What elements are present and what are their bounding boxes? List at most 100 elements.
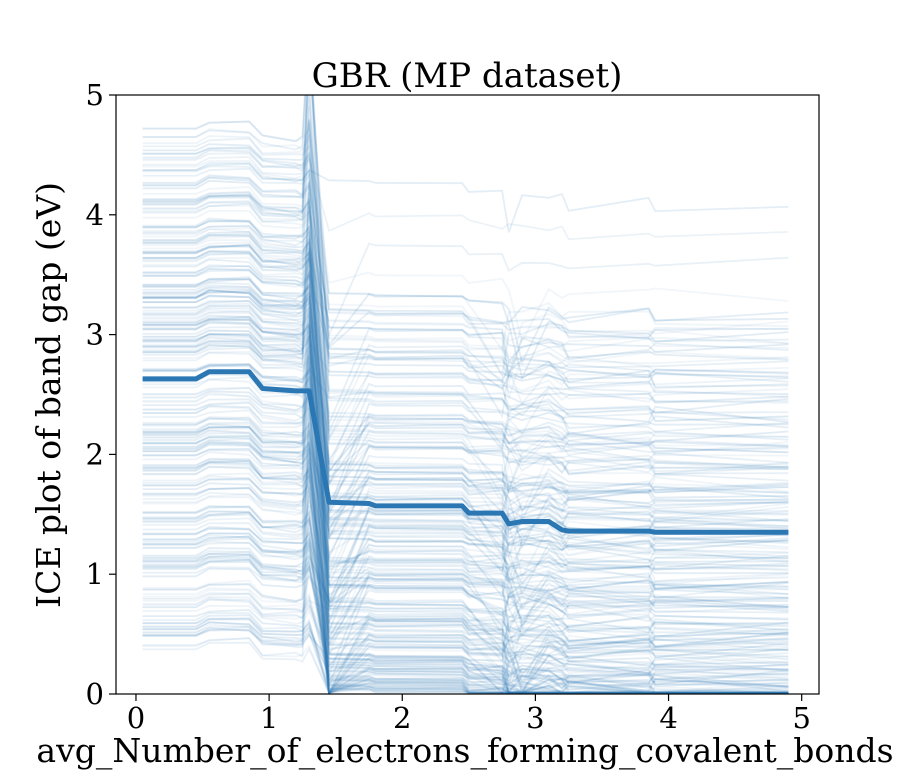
ice-curve [142, 625, 789, 688]
ice-curve [142, 362, 789, 564]
ice-curve [142, 617, 789, 694]
ice-curve [142, 429, 789, 556]
ice-curve [142, 614, 789, 694]
ice-curve [142, 310, 789, 543]
ice-curve [142, 300, 789, 591]
ice-curve [142, 244, 789, 494]
ice-curve [142, 589, 789, 694]
ice-curve [142, 277, 789, 561]
ice-curve [142, 390, 789, 694]
ice-curve [142, 269, 789, 559]
ice-curve [142, 486, 789, 694]
ice-curve [142, 456, 789, 694]
ice-curve [142, 519, 789, 655]
chart-title: GBR (MP dataset) [312, 56, 623, 96]
ice-curve [142, 174, 789, 361]
average-curve [142, 369, 789, 535]
ice-curve [142, 315, 789, 586]
ice-curve [142, 123, 789, 539]
ice-curve [142, 527, 789, 672]
ice-curve [142, 449, 789, 639]
ice-curve [142, 459, 789, 694]
ice-curve [142, 641, 789, 694]
ice-curve [142, 289, 789, 502]
ice-curve [142, 246, 789, 608]
y-tick-label: 0 [86, 677, 104, 711]
ice-curve [142, 250, 789, 443]
ice-curve [142, 201, 789, 345]
ice-curve [142, 258, 789, 538]
ice-curve [142, 243, 789, 376]
ice-curve [142, 478, 789, 694]
ice-curve [142, 386, 789, 654]
ice-curve [142, 235, 789, 377]
ice-curve [142, 547, 789, 653]
ice-curve [142, 350, 789, 694]
ice-curve [142, 271, 789, 634]
ice-curve [142, 465, 789, 624]
x-tick-label: 0 [127, 701, 145, 735]
ice-curve [142, 228, 789, 461]
plot-frame [115, 94, 820, 695]
ice-curve [142, 287, 789, 506]
ice-curve [142, 449, 789, 668]
ice-curve [142, 458, 789, 694]
ice-curve [142, 321, 789, 607]
ice-curve [142, 165, 789, 423]
ice-curve [142, 244, 789, 474]
ice-curve [142, 278, 789, 558]
ice-curve [142, 121, 789, 515]
ice-curve [142, 559, 789, 694]
ice-curve [142, 278, 789, 516]
ice-curve [142, 318, 789, 608]
ice-curve [142, 219, 789, 553]
ice-curve [142, 561, 789, 694]
x-tick-label: 4 [659, 701, 677, 735]
ice-curve [142, 400, 789, 694]
ice-curve [142, 305, 789, 475]
ice-curve [142, 118, 789, 381]
ice-curve [142, 554, 789, 633]
ice-curve [142, 295, 789, 611]
ice-curve [142, 148, 789, 399]
ice-curve [142, 441, 789, 694]
ice-curve [142, 438, 789, 675]
ice-curve [142, 587, 789, 694]
ice-curve [142, 307, 789, 638]
ice-curve [142, 329, 789, 591]
ice-curve [142, 330, 789, 694]
ice-curve [142, 315, 789, 689]
ice-curve [142, 499, 789, 638]
ice-curve [142, 119, 789, 448]
ice-curve [142, 312, 789, 647]
ice-curve [142, 364, 789, 581]
ice-curve [142, 423, 789, 694]
ice-curve [142, 393, 789, 570]
ice-curve [142, 332, 789, 550]
x-axis: 0 1 2 3 4 5 [127, 694, 811, 735]
ice-curve [142, 256, 789, 544]
ice-curve [142, 427, 789, 694]
ice-curve [142, 462, 789, 573]
ice-curve [142, 505, 789, 694]
ice-curve [142, 432, 789, 694]
ice-curve [142, 185, 789, 675]
ice-curve [142, 556, 789, 693]
ice-curve [142, 351, 789, 644]
ice-curve [142, 512, 789, 694]
ice-curve [142, 233, 789, 415]
ice-curve [142, 436, 789, 582]
ice-curve [142, 355, 789, 686]
y-tick-label: 5 [86, 78, 104, 112]
ice-curve [142, 239, 789, 573]
ice-curve [142, 553, 789, 694]
ice-curve [142, 316, 789, 540]
ice-curve [142, 267, 789, 461]
ice-curve [142, 250, 789, 487]
ice-curve [142, 441, 789, 694]
ice-curve [142, 495, 789, 684]
x-tick-label: 1 [260, 701, 278, 735]
ice-curve [142, 363, 789, 542]
ice-curve [142, 612, 789, 694]
